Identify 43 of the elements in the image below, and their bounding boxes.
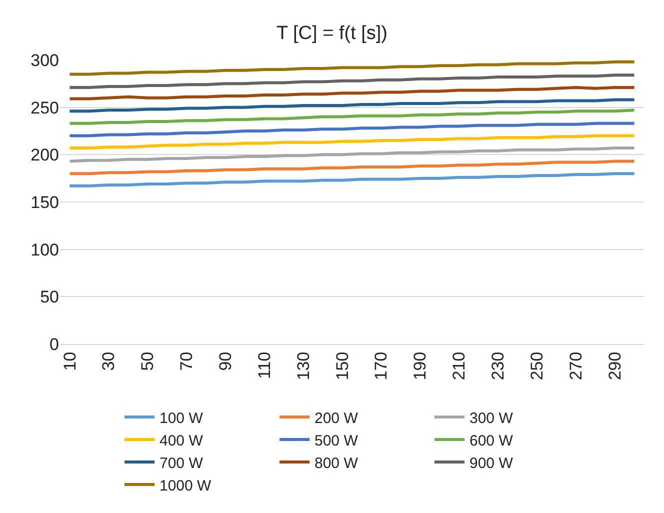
line-series: [68, 108, 636, 125]
y-tick-label: 200: [30, 146, 59, 165]
x-tick-label: 190: [410, 352, 430, 380]
x-tick-label: 210: [450, 352, 469, 380]
line-series: [68, 172, 636, 188]
line-series: [68, 134, 636, 150]
x-tick-label: 130: [294, 352, 313, 380]
x-tick-label: 10: [60, 352, 80, 371]
line-series: [68, 74, 636, 89]
legend-label: 400 W: [160, 432, 204, 450]
line-series: [68, 86, 636, 100]
legend-label: 1000 W: [160, 477, 212, 494]
legend-label: 700 W: [160, 454, 204, 472]
x-tick-label: 290: [605, 352, 624, 380]
x-tick-label: 70: [177, 352, 196, 371]
x-tick-label: 250: [527, 352, 546, 380]
y-tick-label: 150: [30, 192, 59, 212]
legend-label: 600 W: [470, 432, 514, 450]
y-tick-label: 250: [30, 98, 59, 118]
legend-label: 500 W: [314, 432, 359, 450]
x-tick-label: 230: [488, 352, 508, 380]
y-tick-label: 50: [40, 288, 59, 307]
legend-label: 800 W: [314, 454, 359, 472]
line-series: [68, 122, 636, 138]
x-tick-label: 30: [99, 352, 118, 371]
y-tick-label: 300: [30, 50, 59, 70]
line-series: [68, 146, 636, 163]
x-tick-label: 110: [254, 352, 274, 379]
line-series: [68, 98, 636, 113]
y-tick-label: 0: [50, 334, 59, 354]
y-tick-label: 100: [30, 240, 59, 260]
x-tick-label: 50: [138, 352, 158, 371]
legend-label: 300 W: [470, 410, 514, 427]
line-series: [68, 160, 636, 176]
chart-title: T [C] = f(t [s]): [276, 22, 388, 44]
legend-label: 200 W: [314, 410, 359, 427]
x-tick-label: 90: [216, 352, 235, 371]
x-tick-label: 150: [332, 352, 352, 380]
x-tick-label: 170: [372, 352, 391, 380]
legend-label: 100 W: [160, 410, 204, 427]
line-series: [68, 60, 636, 76]
legend-label: 900 W: [470, 454, 514, 472]
x-tick-label: 270: [566, 352, 586, 380]
